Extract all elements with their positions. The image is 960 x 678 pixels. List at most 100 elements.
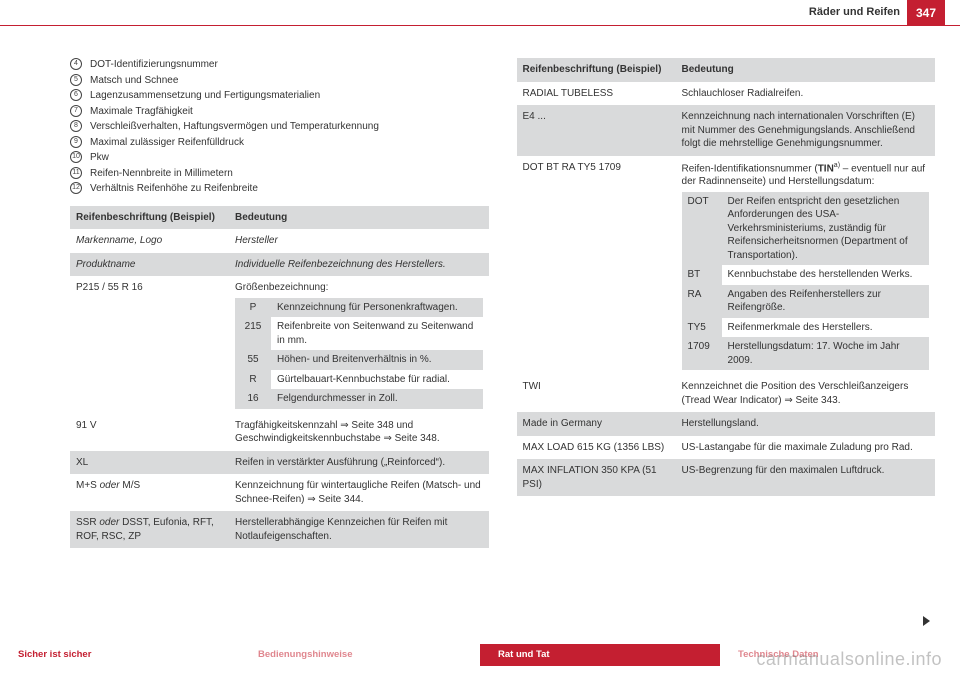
cell-value: Individuelle Reifenbezeichnung des Herst…	[229, 253, 488, 277]
list-number-icon: 6	[70, 89, 82, 101]
inner-key: 55	[235, 350, 271, 370]
table-row: SSR oder DSST, Eufonia, RFT, ROF, RSC, Z…	[70, 511, 489, 548]
list-text: Verhältnis Reifenhöhe zu Reifenbreite	[90, 182, 258, 196]
cell-key: RADIAL TUBELESS	[517, 82, 676, 106]
cell-key: DOT BT RA TY5 1709	[517, 156, 676, 376]
inner-value: Der Reifen entspricht den gesetzlichen A…	[722, 192, 929, 266]
list-item: 12 Verhältnis Reifenhöhe zu Reifenbreite	[70, 182, 489, 196]
inner-key: 16	[235, 389, 271, 409]
list-item: 5 Matsch und Schnee	[70, 74, 489, 88]
cell-value: Reifen in verstärkter Ausführung („Reinf…	[229, 451, 488, 475]
cell-key: M+S oder M/S	[70, 474, 229, 511]
inner-key: RA	[682, 285, 722, 318]
th-right-1: Reifenbeschriftung (Beispiel)	[517, 58, 676, 82]
cell-value: Kennzeichnung nach internationalen Vorsc…	[676, 105, 935, 156]
table-row: XLReifen in verstärkter Ausführung („Rei…	[70, 451, 489, 475]
inner-value: Höhen- und Breitenverhältnis in %.	[271, 350, 482, 370]
cell-value: US-Lastangabe für die maximale Zuladung …	[676, 436, 935, 460]
left-column: 4 DOT-Identifizierungsnummer 5 Matsch und S…	[70, 58, 489, 548]
table-row: M+S oder M/SKennzeichnung für wintertaug…	[70, 474, 489, 511]
cell-value: Reifen-Identifikationsnummer (TINa) – ev…	[676, 156, 935, 376]
table-row: 55Höhen- und Breitenverhältnis in %.	[235, 350, 482, 370]
inner-value: Angaben des Reifenherstellers zur Reifen…	[722, 285, 929, 318]
cell-value: Schlauchloser Radialreifen.	[676, 82, 935, 106]
cell-key: E4 ...	[517, 105, 676, 156]
inner-value: Reifenbreite von Seitenwand zu Seitenwan…	[271, 317, 482, 350]
th-left-2: Bedeutung	[229, 206, 488, 230]
cell-key: MAX INFLATION 350 KPA (51 PSI)	[517, 459, 676, 496]
cell-value: Hersteller	[229, 229, 488, 253]
inner-value: Kennbuchstabe des herstellenden Werks.	[722, 265, 929, 285]
table-row: RADIAL TUBELESSSchlauchloser Radialreife…	[517, 82, 936, 106]
cell-key: 91 V	[70, 414, 229, 451]
footer-tab[interactable]: Sicher ist sicher	[0, 644, 240, 666]
inner-key: R	[235, 370, 271, 390]
list-number-icon: 12	[70, 182, 82, 194]
tyre-label-table-right: Reifenbeschriftung (Beispiel) Bedeutung …	[517, 58, 936, 496]
inner-key: 1709	[682, 337, 722, 370]
list-number-icon: 4	[70, 58, 82, 70]
table-row: ProduktnameIndividuelle Reifenbezeichnun…	[70, 253, 489, 277]
watermark-text: carmanualsonline.info	[756, 649, 942, 670]
list-text: Maximal zulässiger Reifenfülldruck	[90, 136, 244, 150]
table-row: DOTDer Reifen entspricht den gesetzliche…	[682, 192, 929, 266]
list-text: Maximale Tragfähigkeit	[90, 105, 193, 119]
table-row: RAAngaben des Reifenherstellers zur Reif…	[682, 285, 929, 318]
table-row: DOT BT RA TY5 1709Reifen-Identifikations…	[517, 156, 936, 376]
page: Räder und Reifen 347 4 DOT-Identifizierun…	[0, 0, 960, 678]
table-row: 1709Herstellungsdatum: 17. Woche im Jahr…	[682, 337, 929, 370]
list-item: 7 Maximale Tragfähigkeit	[70, 105, 489, 119]
inner-value: Felgendurchmesser in Zoll.	[271, 389, 482, 409]
table-row: 215Reifenbreite von Seitenwand zu Seiten…	[235, 317, 482, 350]
cell-key: SSR oder DSST, Eufonia, RFT, ROF, RSC, Z…	[70, 511, 229, 548]
list-text: DOT-Identifizierungsnummer	[90, 58, 218, 72]
list-text: Pkw	[90, 151, 109, 165]
table-row: TY5Reifenmerkmale des Herstellers.	[682, 318, 929, 338]
footer-tab[interactable]: Rat und Tat	[480, 644, 720, 666]
list-item: 11Reifen-Nennbreite in Millimetern	[70, 167, 489, 181]
list-number-icon: 10	[70, 151, 82, 163]
list-text: Matsch und Schnee	[90, 74, 178, 88]
list-number-icon: 7	[70, 105, 82, 117]
page-number: 347	[907, 0, 945, 26]
cell-key: P215 / 55 R 16	[70, 276, 229, 414]
right-column: Reifenbeschriftung (Beispiel) Bedeutung …	[517, 58, 936, 548]
tyre-label-table-left: Reifenbeschriftung (Beispiel) Bedeutung …	[70, 206, 489, 549]
table-row: Made in GermanyHerstellungsland.	[517, 412, 936, 436]
table-row: BTKennbuchstabe des herstellenden Werks.	[682, 265, 929, 285]
cell-key: XL	[70, 451, 229, 475]
inner-value: Herstellungsdatum: 17. Woche im Jahr 200…	[722, 337, 929, 370]
table-row: RGürtelbauart-Kennbuchstabe für radial.	[235, 370, 482, 390]
cell-key: MAX LOAD 615 KG (1356 LBS)	[517, 436, 676, 460]
inner-key: P	[235, 298, 271, 318]
inner-key: BT	[682, 265, 722, 285]
table-row: E4 ...Kennzeichnung nach internationalen…	[517, 105, 936, 156]
list-item: 6Lagenzusammensetzung und Fertigungsmate…	[70, 89, 489, 103]
table-row: TWIKennzeichnet die Position des Verschl…	[517, 375, 936, 412]
list-item: 4 DOT-Identifizierungsnummer	[70, 58, 489, 72]
cell-key: Produktname	[70, 253, 229, 277]
footer-tab[interactable]: Bedienungshinweise	[240, 644, 480, 666]
inner-value: Gürtelbauart-Kennbuchstabe für radial.	[271, 370, 482, 390]
inner-key: 215	[235, 317, 271, 350]
list-item: 9 Maximal zulässiger Reifenfülldruck	[70, 136, 489, 150]
page-header: Räder und Reifen 347	[0, 0, 960, 26]
cell-key: TWI	[517, 375, 676, 412]
cell-value: Tragfähigkeitskennzahl ⇒ Seite 348 und G…	[229, 414, 488, 451]
inner-table: DOTDer Reifen entspricht den gesetzliche…	[682, 192, 929, 371]
cell-key: Markenname, Logo	[70, 229, 229, 253]
cell-value: Kennzeichnung für wintertaugliche Reifen…	[229, 474, 488, 511]
table-row: P215 / 55 R 16Größenbezeichnung:PKennzei…	[70, 276, 489, 414]
list-text: Verschleißverhalten, Haftungsvermögen un…	[90, 120, 379, 134]
list-item: 8Verschleißverhalten, Haftungsvermögen u…	[70, 120, 489, 134]
list-number-icon: 5	[70, 74, 82, 86]
table-row: MAX INFLATION 350 KPA (51 PSI)US-Begrenz…	[517, 459, 936, 496]
table-row: 16Felgendurchmesser in Zoll.	[235, 389, 482, 409]
continue-arrow-icon	[923, 616, 930, 626]
list-number-icon: 9	[70, 136, 82, 148]
numbered-list: 4 DOT-Identifizierungsnummer 5 Matsch und S…	[70, 58, 489, 196]
list-text: Reifen-Nennbreite in Millimetern	[90, 167, 233, 181]
inner-key: DOT	[682, 192, 722, 266]
table-row: Markenname, LogoHersteller	[70, 229, 489, 253]
cell-key: Made in Germany	[517, 412, 676, 436]
